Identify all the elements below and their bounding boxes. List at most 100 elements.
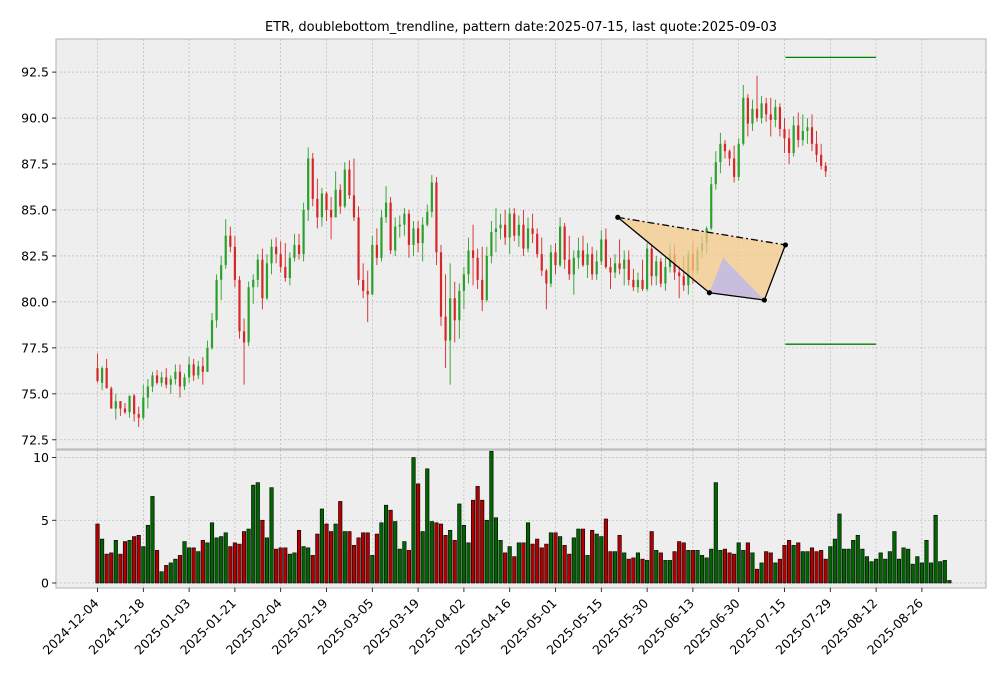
candle-body — [632, 279, 635, 288]
candle-body — [210, 320, 214, 348]
volume-bar — [704, 557, 709, 584]
volume-bar — [841, 548, 847, 584]
candle-body — [389, 202, 392, 251]
candle-body — [623, 259, 626, 269]
volume-bar — [896, 558, 902, 584]
volume-bar — [278, 547, 283, 584]
volume-bar — [104, 553, 109, 584]
candle-body — [719, 143, 722, 163]
volume-bar — [136, 535, 141, 584]
volume-bar — [709, 548, 714, 584]
price-panel: 72.5 75.0 77.5 80.0 82.5 85.0 87.5 90.0 92.5 — [21, 38, 987, 450]
candle-body — [284, 266, 287, 279]
candle-body — [270, 246, 273, 264]
candle-body — [169, 379, 172, 385]
volume-bar — [200, 540, 205, 584]
candle-body — [96, 368, 99, 381]
candle-body — [586, 254, 589, 266]
volume-bar — [942, 560, 947, 584]
candle-body — [778, 107, 782, 130]
candle-body — [444, 316, 447, 341]
volume-bar — [397, 548, 402, 584]
candle-body — [192, 364, 195, 376]
candle-body — [339, 189, 342, 207]
candle-body — [183, 377, 186, 387]
candle-body — [100, 368, 104, 383]
candle-body — [650, 248, 653, 277]
candle-body — [810, 127, 814, 144]
candle-body — [279, 254, 282, 267]
candle-body — [797, 125, 800, 141]
volume-bar — [736, 542, 741, 584]
candle-body — [403, 213, 406, 225]
volume-bar — [274, 548, 279, 584]
pattern-group — [615, 214, 789, 303]
candle-body — [783, 129, 786, 139]
volume-bar — [860, 548, 865, 584]
volume-bar — [649, 531, 654, 584]
volume-bar — [264, 537, 270, 584]
volume-bar — [553, 532, 558, 584]
volume-bar — [929, 562, 934, 584]
volume-bar — [168, 562, 173, 584]
candle-body — [119, 401, 122, 409]
volume-bar — [924, 540, 929, 584]
volume-bar — [269, 487, 274, 584]
volume-bar — [874, 558, 879, 584]
volume-bar — [411, 457, 416, 584]
volume-bar — [558, 536, 563, 584]
candle-body — [517, 224, 520, 236]
candle-body — [824, 165, 827, 172]
volume-bar — [255, 482, 260, 584]
candle-body — [733, 158, 736, 177]
candle-body — [595, 261, 598, 275]
candle-body — [613, 263, 617, 273]
volume-bar — [809, 547, 815, 584]
candle-body — [737, 143, 740, 177]
candle-body — [311, 158, 314, 199]
volume-bar — [800, 551, 805, 584]
volume-bar — [109, 552, 114, 584]
candle-body — [426, 211, 429, 225]
candle-body — [261, 259, 264, 299]
candle-body — [110, 388, 113, 409]
volume-bar — [791, 545, 796, 584]
volume-bar — [576, 528, 581, 584]
pattern-point — [706, 290, 712, 296]
candle-body — [609, 266, 612, 273]
candle-body — [178, 371, 182, 387]
pattern-inner-area — [709, 257, 765, 301]
candle-body — [485, 255, 488, 301]
volume-bar — [562, 545, 567, 584]
candle-body — [467, 250, 470, 275]
volume-bar — [805, 551, 810, 584]
volume-bar — [580, 528, 586, 584]
volume-bar — [164, 565, 169, 584]
candle-body — [380, 217, 383, 258]
volume-bar — [361, 532, 366, 584]
volume-bar — [260, 519, 265, 584]
volume-bar — [141, 546, 146, 584]
volume-bar — [603, 518, 608, 584]
volume-bar — [154, 550, 160, 584]
volume-bar — [640, 558, 645, 584]
candle-body — [435, 182, 438, 253]
candle-body — [682, 276, 685, 286]
candle-body — [641, 279, 644, 290]
volume-bar — [306, 547, 311, 584]
candle-body — [760, 103, 763, 119]
candle-body — [558, 226, 562, 266]
volume-bar — [667, 560, 673, 584]
volume-bar — [869, 561, 874, 584]
candle-body — [128, 395, 131, 413]
volume-bar — [351, 545, 357, 584]
candle-body — [531, 228, 534, 234]
volume-bar — [631, 557, 636, 584]
volume-bar — [452, 540, 457, 584]
volume-bar — [681, 542, 686, 584]
volume-bar — [388, 509, 393, 584]
volume-bar — [118, 553, 123, 584]
volume-bar — [429, 521, 434, 584]
volume-bar — [191, 547, 196, 584]
